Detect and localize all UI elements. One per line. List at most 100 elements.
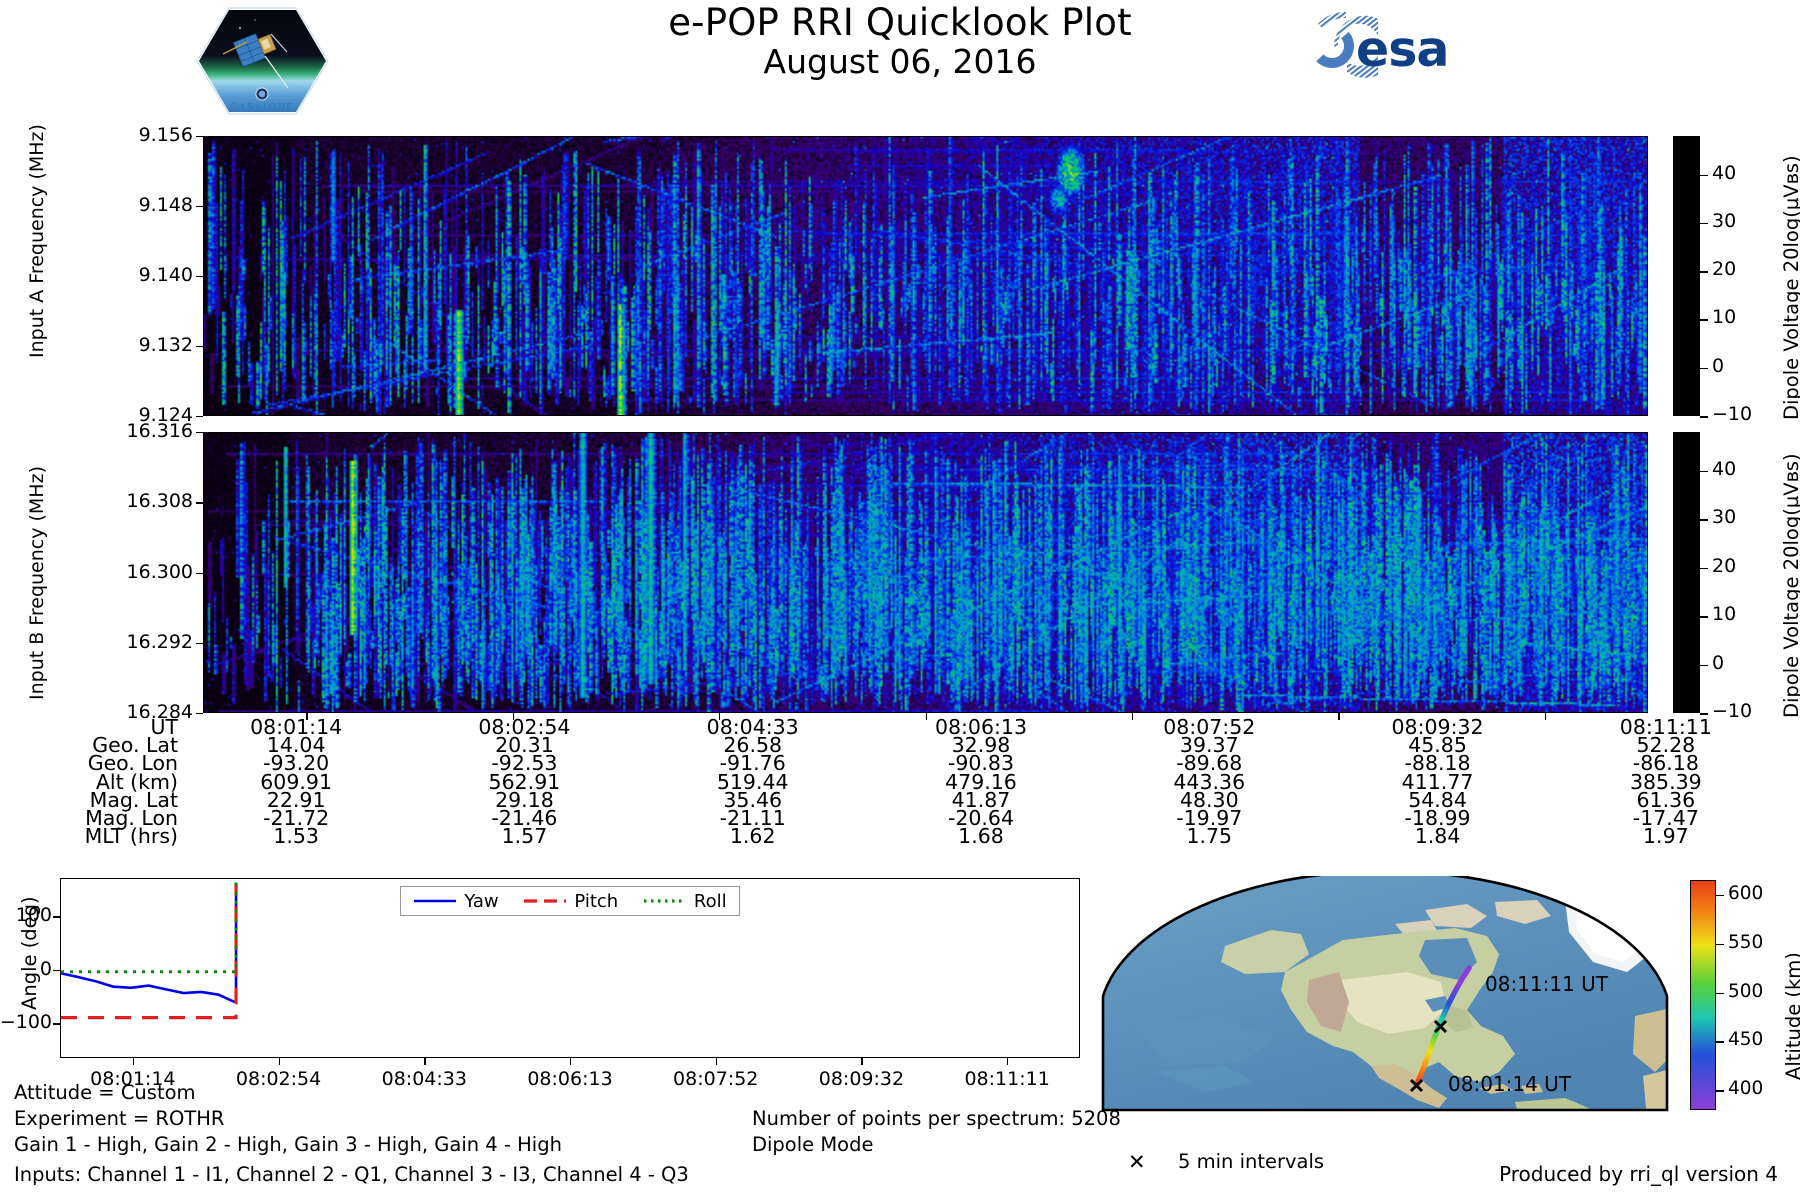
ephemeris-cell: 45.85 — [1408, 733, 1467, 758]
colorbar-a-tickmark-0 — [1700, 174, 1708, 177]
angle-xtickmark-3 — [570, 1058, 572, 1065]
colorbar-b-tick-2: 20 — [1712, 554, 1737, 577]
ground-track-map-svg — [1101, 876, 1669, 1112]
angle-xtickmark-1 — [278, 1058, 280, 1065]
altitude-tick-3: 450 — [1728, 1029, 1764, 1051]
ephemeris-row-geo-lat: Geo. Lat 14.04 20.31 26.58 32.98 39.37 45.85 52… — [0, 733, 1780, 758]
angle-legend-swatch-yaw — [414, 899, 457, 903]
spectrogram-b-xtickmark-4 — [1131, 713, 1134, 720]
colorbar-b-tickmark-4 — [1700, 664, 1708, 667]
altitude-tickmark-3 — [1716, 1041, 1724, 1043]
spectrogram-a-ytick-0: 9.156 — [138, 124, 193, 146]
spectrogram-b-ytickmark-1 — [196, 502, 203, 504]
spectrogram-b-ytick-0: 16.316 — [126, 420, 193, 442]
spectrogram-b-canvas — [204, 433, 1647, 712]
ephemeris-cell: 519.44 — [716, 769, 789, 794]
altitude-tickmark-2 — [1716, 992, 1724, 995]
spectrogram-b-ytick-2: 16.300 — [126, 560, 193, 583]
map-label-start: 08:01:14 UT — [1448, 1072, 1572, 1096]
angle-ytickmark-0 — [53, 916, 60, 918]
ephemeris-cell: 1.97 — [1643, 824, 1689, 849]
ephemeris-cell: 08:02:54 — [478, 715, 571, 739]
footer-mode: Dipole Mode — [752, 1133, 874, 1156]
map-legend-marker-icon: ✕ — [1128, 1150, 1146, 1174]
angle-plot-svg — [61, 879, 1079, 1059]
altitude-tick-2: 500 — [1728, 980, 1764, 1002]
spectrogram-b-ytick-1: 16.308 — [126, 490, 193, 513]
ephemeris-row-label: Geo. Lon — [87, 751, 178, 776]
ephemeris-cell: 08:04:33 — [706, 715, 799, 739]
colorbar-a-tick-5: −10 — [1712, 403, 1753, 425]
map-legend-text: 5 min intervals — [1178, 1150, 1325, 1173]
angle-ytick-1: 0 — [39, 957, 52, 980]
colorbar-b-tick-3: 10 — [1712, 603, 1737, 626]
ephemeris-row-label: MLT (hrs) — [84, 824, 178, 849]
ephemeris-row-label: Alt (km) — [95, 769, 178, 794]
angle-ytick-0: 100 — [15, 904, 52, 927]
angle-plot — [60, 878, 1080, 1058]
angle-series-roll — [61, 881, 236, 972]
ephemeris-cell: 35.46 — [723, 787, 783, 812]
ephemeris-cell: 411.77 — [1401, 769, 1474, 794]
angle-series-yaw — [61, 885, 236, 1002]
ephemeris-cell: 609.91 — [260, 769, 332, 794]
esa-logo: esa — [1278, 8, 1478, 86]
ephemeris-cell: 1.75 — [1186, 824, 1233, 849]
spectrogram-a-ytick-1: 9.148 — [138, 194, 193, 216]
colorbar-b-tickmark-1 — [1700, 519, 1708, 521]
ephemeris-cell: -21.46 — [491, 806, 558, 831]
angle-legend-label: Yaw — [464, 890, 499, 912]
angle-xtick-5: 08:09:32 — [818, 1068, 905, 1090]
ephemeris-cell: -89.68 — [1176, 751, 1243, 776]
colorbar-b — [1673, 432, 1700, 713]
ephemeris-cell: 1.68 — [958, 824, 1004, 849]
colorbar-b-tickmark-0 — [1700, 470, 1708, 473]
spectrogram-b-xtickmark-1 — [512, 713, 515, 720]
colorbar-b-tickmark-5 — [1700, 713, 1708, 715]
angle-xtickmark-0 — [132, 1058, 135, 1065]
altitude-tickmark-0 — [1716, 894, 1724, 897]
spectrogram-a-canvas — [204, 137, 1647, 415]
angle-ytickmark-2 — [53, 1023, 60, 1025]
footer-experiment: Experiment = ROTHR — [14, 1107, 225, 1130]
ephemeris-cell: 48.30 — [1179, 787, 1239, 812]
spectrogram-a-ytickmark-2 — [196, 276, 203, 278]
ephemeris-cell: 08:11:11 — [1619, 715, 1712, 739]
angle-legend-item-yaw: Yaw — [413, 890, 499, 912]
title-main: e-POP RRI Quicklook Plot — [668, 1, 1132, 44]
spectrogram-a-ytickmark-3 — [196, 346, 203, 348]
ephemeris-cell: 39.37 — [1179, 733, 1239, 758]
spectrogram-b-ytick-3: 16.292 — [126, 630, 193, 653]
produced-by-text: Produced by rri_ql version 4 — [1499, 1162, 1778, 1186]
spectrogram-b-xtickmark-3 — [925, 713, 927, 720]
footer-gains: Gain 1 - High, Gain 2 - High, Gain 3 - H… — [14, 1133, 562, 1156]
angle-xtickmark-2 — [424, 1058, 426, 1065]
cassiope-logo-text: CASSIOPE — [230, 102, 294, 113]
altitude-colorbar-title: Altitude (km) — [1782, 952, 1800, 1080]
ephemeris-cell: 26.58 — [723, 733, 783, 758]
angle-series-pitch — [61, 883, 236, 1018]
spectrogram-b-ytick-4: 16.284 — [126, 701, 193, 723]
ephemeris-cell: -20.64 — [947, 806, 1015, 831]
ephemeris-row-mlt-hrs: MLT (hrs) 1.53 1.57 1.62 1.68 1.75 1.84 1.97 — [0, 824, 1780, 849]
spectrogram-b-ytickmark-0 — [196, 432, 203, 434]
ephemeris-cell: -90.83 — [947, 751, 1015, 776]
ephemeris-cell: 443.36 — [1173, 769, 1246, 794]
ephemeris-cell: 08:01:14 — [250, 715, 343, 739]
angle-legend-label: Pitch — [574, 890, 619, 912]
altitude-tick-1: 550 — [1728, 931, 1764, 953]
angle-legend-item-roll: Roll — [643, 891, 727, 912]
spectrogram-a-ylabel: Input A Frequency (MHz) — [26, 124, 48, 358]
ephemeris-cell: -21.11 — [719, 806, 786, 831]
altitude-tick-0: 600 — [1728, 882, 1764, 904]
colorbar-a-tick-4: 0 — [1712, 354, 1725, 377]
colorbar-b-tick-1: 30 — [1712, 506, 1737, 529]
colorbar-a-tick-2: 20 — [1712, 258, 1737, 281]
colorbar-b-tick-4: 0 — [1712, 651, 1725, 674]
angle-xtickmark-5 — [861, 1058, 863, 1065]
footer-attitude: Attitude = Custom — [14, 1081, 196, 1104]
spectrogram-a-ytick-3: 9.132 — [138, 334, 193, 356]
colorbar-a-tickmark-3 — [1700, 319, 1708, 321]
colorbar-b-tick-5: −10 — [1712, 700, 1753, 722]
ephemeris-row-label: Mag. Lat — [89, 787, 178, 812]
